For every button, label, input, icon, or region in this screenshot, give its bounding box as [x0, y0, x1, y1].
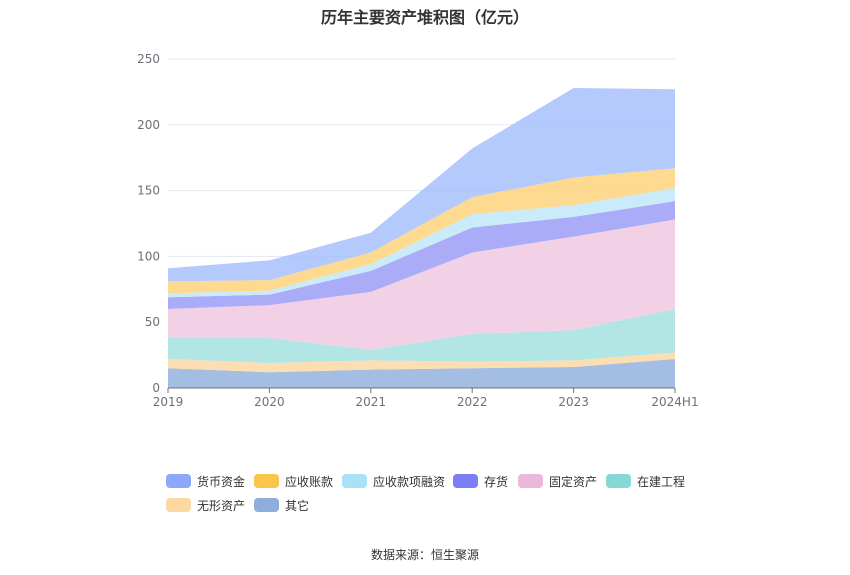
legend-label: 在建工程: [637, 474, 686, 489]
y-tick-label: 150: [137, 184, 160, 198]
legend-swatch: [518, 474, 543, 488]
area-在建工程: [168, 309, 675, 363]
legend-item[interactable]: 货币资金: [166, 472, 245, 490]
area-series: [168, 87, 675, 388]
legend-label: 存货: [484, 474, 509, 489]
legend-item[interactable]: 无形资产: [166, 496, 245, 514]
x-tick-label: 2019: [153, 395, 184, 409]
y-tick-label: 50: [145, 315, 160, 329]
y-tick-label: 0: [152, 381, 160, 395]
legend-swatch: [254, 474, 279, 488]
data-source-note: 数据来源：恒生聚源: [370, 548, 479, 562]
y-tick-label: 250: [137, 52, 160, 66]
x-tick-label: 2024H1: [651, 395, 698, 409]
stacked-area-chart: 0 50 100 150 200 250 2019 2020 2021 2022 2023 2024H…: [137, 52, 699, 409]
legend-item[interactable]: 存货: [453, 472, 508, 490]
legend-swatch: [453, 474, 478, 488]
legend-label: 无形资产: [197, 498, 246, 513]
area-存货: [168, 201, 675, 310]
legend-item[interactable]: 其它: [254, 496, 309, 514]
area-应收账款: [168, 168, 675, 294]
legend-item[interactable]: 在建工程: [606, 472, 685, 490]
chart-title: 历年主要资产堆积图（亿元）: [320, 8, 529, 27]
legend-label: 应收账款: [285, 474, 334, 489]
x-tick-label: 2022: [457, 395, 488, 409]
x-tick-label: 2021: [356, 395, 387, 409]
area-货币资金: [168, 87, 675, 282]
area-应收款项融资: [168, 187, 675, 298]
legend-label: 固定资产: [549, 474, 598, 489]
legend-swatch: [166, 498, 191, 512]
legend-swatch: [342, 474, 367, 488]
legend-swatch: [254, 498, 279, 512]
legend-label: 应收款项融资: [373, 474, 446, 489]
area-无形资产: [168, 352, 675, 373]
area-其它: [168, 359, 675, 388]
legend-item[interactable]: 应收款项融资: [342, 472, 445, 490]
x-tick-label: 2023: [558, 395, 589, 409]
y-tick-label: 100: [137, 249, 160, 263]
legend-label: 货币资金: [197, 474, 246, 489]
legend-swatch: [606, 474, 631, 488]
axes: 0 50 100 150 200 250 2019 2020 2021 2022 2023 2024H…: [137, 52, 699, 409]
y-tick-label: 200: [137, 118, 160, 132]
legend-label: 其它: [285, 498, 310, 513]
legend-item[interactable]: 应收账款: [254, 472, 333, 490]
legend-swatch: [166, 474, 191, 488]
legend-item[interactable]: 固定资产: [518, 472, 597, 490]
x-tick-label: 2020: [254, 395, 285, 409]
area-固定资产: [168, 219, 675, 350]
